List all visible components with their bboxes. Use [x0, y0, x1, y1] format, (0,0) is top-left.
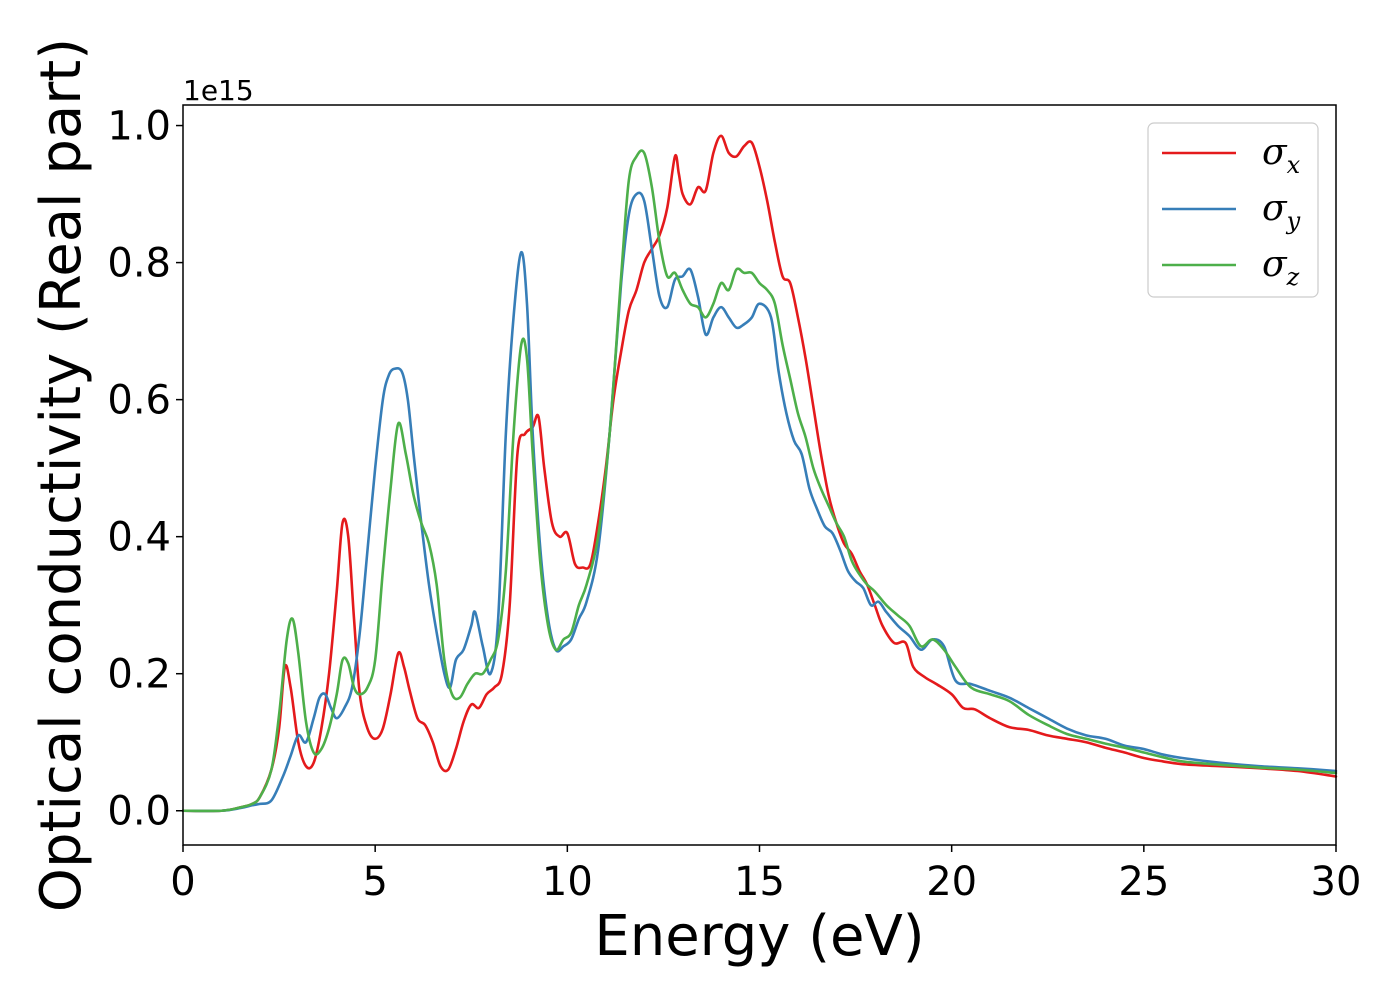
legend-label-y: σy — [1262, 188, 1301, 235]
x-tick-label: 25 — [1118, 859, 1169, 905]
x-axis-label: Energy (eV) — [594, 904, 924, 969]
y-axis-ticks: 0.0 0.2 0.4 0.6 0.8 1.0 — [107, 104, 183, 835]
x-axis-ticks: 0 5 10 15 20 25 30 — [170, 845, 1361, 905]
series-layer — [181, 134, 1338, 813]
x-tick-label: 10 — [542, 859, 593, 905]
x-tick-label: 30 — [1311, 859, 1362, 905]
y-tick-label: 0.4 — [107, 515, 171, 561]
x-tick-label: 20 — [926, 859, 977, 905]
legend-label-z: σz — [1262, 244, 1300, 291]
legend-label-x: σx — [1262, 132, 1301, 179]
y-tick-label: 0.8 — [107, 241, 171, 287]
y-axis-label: Optical conductivity (Real part) — [29, 38, 94, 912]
y-tick-label: 0.6 — [107, 378, 171, 424]
y-tick-label: 0.2 — [107, 652, 171, 698]
y-tick-label: 1.0 — [107, 104, 171, 150]
y-tick-label: 0.0 — [107, 789, 171, 835]
x-tick-label: 15 — [734, 859, 785, 905]
x-tick-label: 5 — [362, 859, 387, 905]
x-tick-label: 0 — [170, 859, 195, 905]
legend-items: σx σy σz — [1162, 132, 1301, 291]
series-line-z — [181, 149, 1338, 813]
legend: σx σy σz — [1147, 122, 1319, 298]
y-offset-label: 1e15 — [183, 74, 254, 107]
